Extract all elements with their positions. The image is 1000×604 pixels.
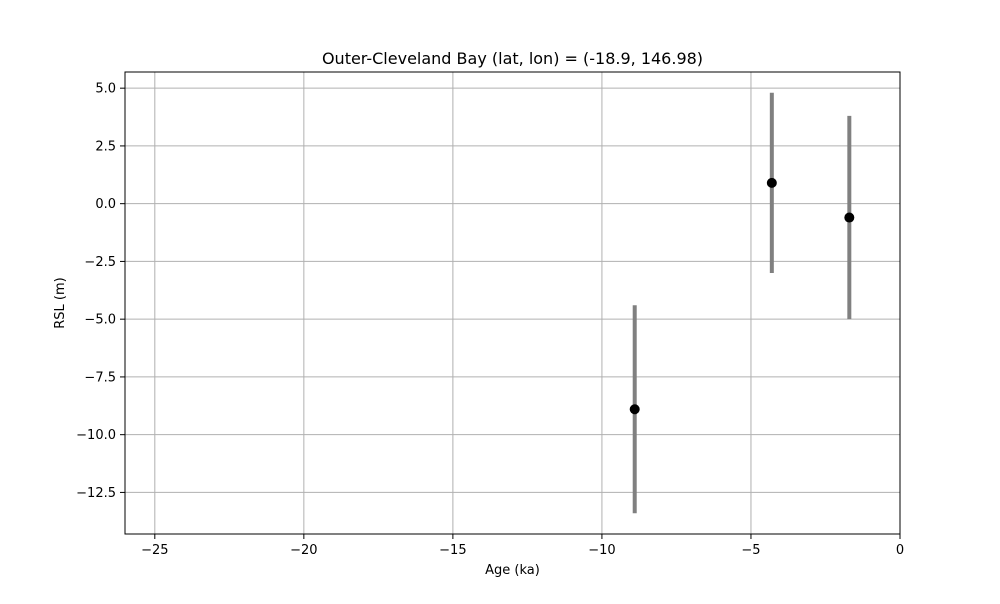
y-tick-label: −12.5 [76,486,116,501]
y-tick-label: 5.0 [95,82,116,97]
x-tick-label: −5 [741,543,760,558]
y-tick-label: −2.5 [84,255,116,270]
x-tick-label: −10 [588,543,615,558]
y-axis-label: RSL (m) [53,277,68,328]
y-tick-label: −5.0 [84,313,116,328]
data-layer [629,92,855,514]
x-axis-label: Age (ka) [485,563,540,578]
y-tick-label: 0.0 [95,197,116,212]
axis-ticks: −25 −20 −15 −10 −5 0 5.0 2.5 0.0 −2.5 −5.0 −7.5 −10.… [76,82,904,558]
y-tick-label: 2.5 [95,139,116,154]
x-tick-label: 0 [896,543,904,558]
x-tick-label: −25 [141,543,168,558]
y-tick-label: −10.0 [76,428,116,443]
plot-area-frame [124,71,901,535]
grid-lines [125,72,901,534]
data-point [629,404,640,415]
x-tick-label: −20 [290,543,317,558]
data-point [766,177,777,188]
data-point [844,212,855,223]
chart-title: Outer-Cleveland Bay (lat, lon) = (-18.9,… [322,49,703,68]
x-tick-label: −15 [439,543,466,558]
y-tick-label: −7.5 [84,370,116,385]
